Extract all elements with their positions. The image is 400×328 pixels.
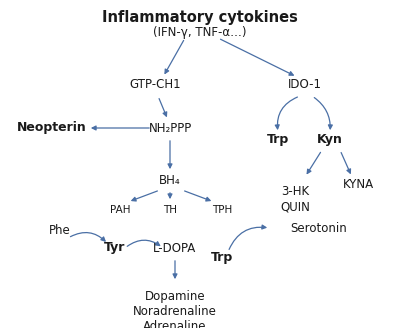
- Text: Trp: Trp: [267, 133, 289, 147]
- Text: Dopamine
Noradrenaline
Adrenaline: Dopamine Noradrenaline Adrenaline: [133, 290, 217, 328]
- Text: Tyr: Tyr: [104, 241, 126, 255]
- Text: Serotonin: Serotonin: [290, 221, 347, 235]
- Text: GTP-CH1: GTP-CH1: [129, 78, 181, 92]
- Text: Neopterin: Neopterin: [17, 121, 87, 134]
- Text: Inflammatory cytokines: Inflammatory cytokines: [102, 10, 298, 25]
- Text: Kyn: Kyn: [317, 133, 343, 147]
- Text: BH₄: BH₄: [159, 174, 181, 187]
- Text: 3-HK
QUIN: 3-HK QUIN: [280, 185, 310, 213]
- Text: KYNA: KYNA: [342, 178, 374, 192]
- Text: Phe: Phe: [49, 223, 71, 236]
- Text: L-DOPA: L-DOPA: [153, 241, 197, 255]
- Text: TH: TH: [163, 205, 177, 215]
- Text: (IFN-γ, TNF-α…): (IFN-γ, TNF-α…): [153, 26, 247, 39]
- Text: PAH: PAH: [110, 205, 130, 215]
- Text: Trp: Trp: [211, 252, 233, 264]
- Text: IDO-1: IDO-1: [288, 78, 322, 92]
- Text: NH₂PPP: NH₂PPP: [148, 121, 192, 134]
- Text: TPH: TPH: [212, 205, 232, 215]
